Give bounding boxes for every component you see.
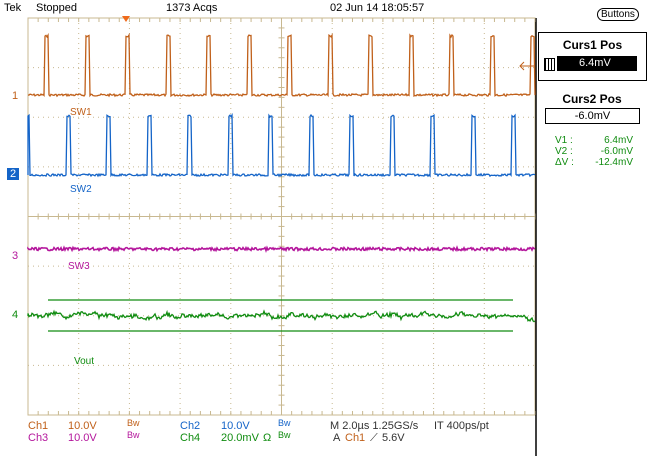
dv-value: -12.4mV [595,157,633,168]
ch1-bw: Bw [127,418,140,428]
sw2-label: SW2 [70,184,92,195]
trigger-level[interactable]: 5.6V [382,432,405,444]
ch4-name[interactable]: Ch4 [180,432,201,444]
ch1-scale[interactable]: 10.0V [68,420,97,432]
curs2-title: Curs2 Pos [562,92,622,106]
ch2-marker[interactable]: 2 [7,168,20,180]
v1-key: V1 : [555,135,573,146]
dv-key: ΔV : [555,157,574,168]
buttons-button[interactable]: Buttons [597,8,639,21]
trigger-source[interactable]: Ch1 [345,432,366,444]
ch2-bw: Bw [278,418,291,428]
keypad-icon[interactable] [544,58,555,71]
ch3-name[interactable]: Ch3 [28,432,49,444]
record-length: IT 400ps/pt [434,420,489,432]
curs1-panel: Curs1 Pos 6.4mV [538,32,647,81]
ch2-waveform [27,112,536,178]
ch3-scale[interactable]: 10.0V [68,432,97,444]
cursor-readouts: V1 : 6.4mV V2 : -6.0mV ΔV : -12.4mV [555,135,633,168]
rising-edge-icon: ⟋ [370,432,378,444]
ohm-icon: Ω [263,432,272,444]
ch1-marker[interactable]: 1 [12,90,19,102]
curs1-title: Curs1 Pos [562,38,623,52]
ch4-scale[interactable]: 20.0mV [221,432,259,444]
trigger-a: A [333,432,341,444]
sw1-label: SW1 [70,107,92,118]
trigger-level-icon [519,61,535,71]
ch2-name[interactable]: Ch2 [180,420,201,432]
curs2-input[interactable]: -6.0mV [545,108,640,124]
brand: Tek [4,2,22,14]
v1-value: 6.4mV [604,135,633,146]
ch1-waveform [27,32,536,98]
ch4-marker[interactable]: 4 [12,309,19,321]
v2-value: -6.0mV [600,146,633,157]
ch4-bw: Bw [278,430,291,440]
datetime: 02 Jun 14 18:05:57 [330,2,425,14]
timebase[interactable]: M 2.0µs 1.25GS/s [330,420,419,432]
ch3-bw: Bw [127,430,140,440]
curs1-input[interactable]: 6.4mV [557,56,637,71]
ch2-scale[interactable]: 10.0V [221,420,250,432]
v2-key: V2 : [555,146,573,157]
vout-label: Vout [74,356,95,367]
acq-count: 1373 Acqs [166,2,218,14]
ch1-name[interactable]: Ch1 [28,420,49,432]
ch4-waveform [27,309,536,323]
ch3-marker[interactable]: 3 [12,250,19,262]
acq-state: Stopped [36,2,77,14]
trigger-position-icon [122,16,130,22]
sw3-label: SW3 [68,261,90,272]
ch3-waveform [27,245,536,253]
